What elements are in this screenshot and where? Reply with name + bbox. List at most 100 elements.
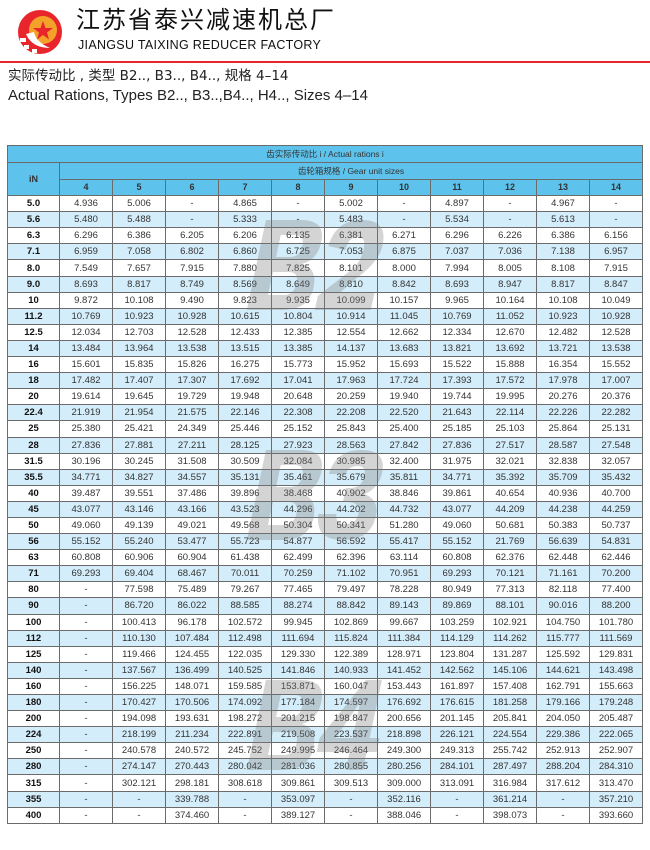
ratio-value: - <box>59 758 113 776</box>
ratio-value: - <box>59 613 113 631</box>
table-row: 63 60.808 60.906 60.904 61.438 62.499 62.396 63… <box>7 549 643 567</box>
ratio-nominal: 71 <box>7 565 60 583</box>
ratio-value: 12.703 <box>112 323 166 341</box>
table-row: 400- -374.460-389.127-388.046-398.073-393… <box>7 806 643 824</box>
ratio-value: 10.108 <box>112 291 166 309</box>
table-row: 224-218.199 211.234 222.891 219.508 223.537 2… <box>7 726 643 744</box>
ratio-value: 14.137 <box>324 339 378 358</box>
ratio-value: 4.967 <box>536 195 590 213</box>
ratio-value: 153.443 <box>377 677 431 696</box>
ratio-value: - <box>430 790 484 808</box>
ratio-value: 7.994 <box>430 259 484 277</box>
ratio-value: 141.452 <box>377 661 431 679</box>
ratio-value: 7.037 <box>430 243 484 261</box>
ratio-value: 111.384 <box>377 629 431 647</box>
ratio-value: 5.488 <box>112 211 166 229</box>
table-row: 40 39.487 39.551 37.486 39.896 38.468 40.902 38… <box>7 484 643 502</box>
ratio-value: 22.520 <box>377 404 431 422</box>
table-row: 180-170.427 170.506 174.092 177.184 174.597 1… <box>7 693 643 712</box>
size-header: 13 <box>536 178 590 197</box>
ratio-value: 12.334 <box>430 323 484 341</box>
ratio-value: 19.744 <box>430 388 484 406</box>
ratio-value: 12.528 <box>165 323 219 341</box>
table-row: 112-110.130 107.484 112.498 111.694 115.824 1… <box>7 629 643 647</box>
ratio-value: - <box>218 790 272 808</box>
ratio-nominal: 16 <box>7 356 60 374</box>
ratio-value: 60.906 <box>112 549 166 567</box>
ratio-value: 274.147 <box>112 758 166 776</box>
ratio-value: 170.506 <box>165 693 219 712</box>
ratio-value: - <box>324 790 378 808</box>
ratio-value: 9.872 <box>59 291 113 309</box>
ratio-nominal: 250 <box>7 742 60 760</box>
ratio-value: - <box>59 693 113 712</box>
ratio-value: 6.156 <box>589 227 643 245</box>
ratio-value: 204.050 <box>536 710 590 728</box>
ratio-nominal: 140 <box>7 661 60 679</box>
ratio-value: 60.808 <box>430 549 484 567</box>
ratio-value: 21.769 <box>483 533 537 551</box>
ratio-value: 145.106 <box>483 661 537 679</box>
ratio-value: - <box>59 581 113 599</box>
ratio-value: 22.114 <box>483 404 537 422</box>
ratio-value: 32.021 <box>483 452 537 470</box>
ratio-value: 62.499 <box>271 549 325 567</box>
ratio-value: 103.259 <box>430 613 484 631</box>
ratio-nominal: 63 <box>7 549 60 567</box>
ratio-nominal: 12.5 <box>7 323 60 341</box>
ratio-value: 101.780 <box>589 613 643 631</box>
ratio-value: 17.724 <box>377 372 431 390</box>
ratio-value: 114.129 <box>430 629 484 647</box>
ratio-value: 44.238 <box>536 500 590 518</box>
ratio-value: 70.121 <box>483 565 537 583</box>
ratio-value: 222.891 <box>218 726 272 744</box>
ratio-value: 62.446 <box>589 549 643 567</box>
ratio-value: 27.881 <box>112 436 166 454</box>
ratio-value: 119.466 <box>112 645 166 663</box>
ratio-value: 31.508 <box>165 452 219 470</box>
ratio-value: 140.933 <box>324 661 378 679</box>
ratio-value: 50.341 <box>324 516 378 535</box>
ratio-value: 11.052 <box>483 307 537 325</box>
ratio-value: 309.513 <box>324 774 378 792</box>
ratio-value: 13.683 <box>377 339 431 358</box>
ratio-value: 160.047 <box>324 677 378 696</box>
ratio-value: 6.381 <box>324 227 378 245</box>
ratio-value: 240.578 <box>112 742 166 760</box>
ratio-value: 7.058 <box>112 243 166 261</box>
ratio-value: - <box>271 211 325 229</box>
ratio-value: 102.869 <box>324 613 378 631</box>
ratio-value: 20.259 <box>324 388 378 406</box>
ratio-value: 16.354 <box>536 356 590 374</box>
ratio-value: 56.592 <box>324 533 378 551</box>
ratio-value: 44.259 <box>589 500 643 518</box>
ratio-value: 10.923 <box>536 307 590 325</box>
ratio-value: 12.528 <box>589 323 643 341</box>
ratio-value: 122.035 <box>218 645 272 663</box>
ratio-value: - <box>430 806 484 824</box>
ratio-nominal: 280 <box>7 758 60 776</box>
ratio-value: 8.000 <box>377 259 431 277</box>
ratio-value: 32.057 <box>589 452 643 470</box>
ratio-value: 249.313 <box>430 742 484 760</box>
ratio-value: 15.522 <box>430 356 484 374</box>
ratio-value: 35.709 <box>536 468 590 486</box>
ratio-value: 353.097 <box>271 790 325 808</box>
ratio-value: 19.948 <box>218 388 272 406</box>
ratio-value: - <box>59 774 113 792</box>
ratio-value: 374.460 <box>165 806 219 824</box>
ratio-value: 7.549 <box>59 259 113 277</box>
ratio-value: 19.729 <box>165 388 219 406</box>
ratio-value: 69.404 <box>112 565 166 583</box>
table-row: 12.5 12.034 12.703 12.528 12.433 12.385 12.554… <box>7 323 643 341</box>
table-row: 28 27.836 27.881 27.211 28.125 27.923 28.563 27… <box>7 436 643 454</box>
ratio-value: 25.446 <box>218 420 272 438</box>
ratio-value: 17.407 <box>112 372 166 390</box>
ratio-value: 25.103 <box>483 420 537 438</box>
ratio-value: 13.692 <box>483 339 537 358</box>
ratio-nominal: 160 <box>7 677 60 696</box>
ratio-value: 131.287 <box>483 645 537 663</box>
ratio-value: 255.742 <box>483 742 537 760</box>
ratio-value: 88.585 <box>218 597 272 615</box>
ratio-value: 7.036 <box>483 243 537 261</box>
